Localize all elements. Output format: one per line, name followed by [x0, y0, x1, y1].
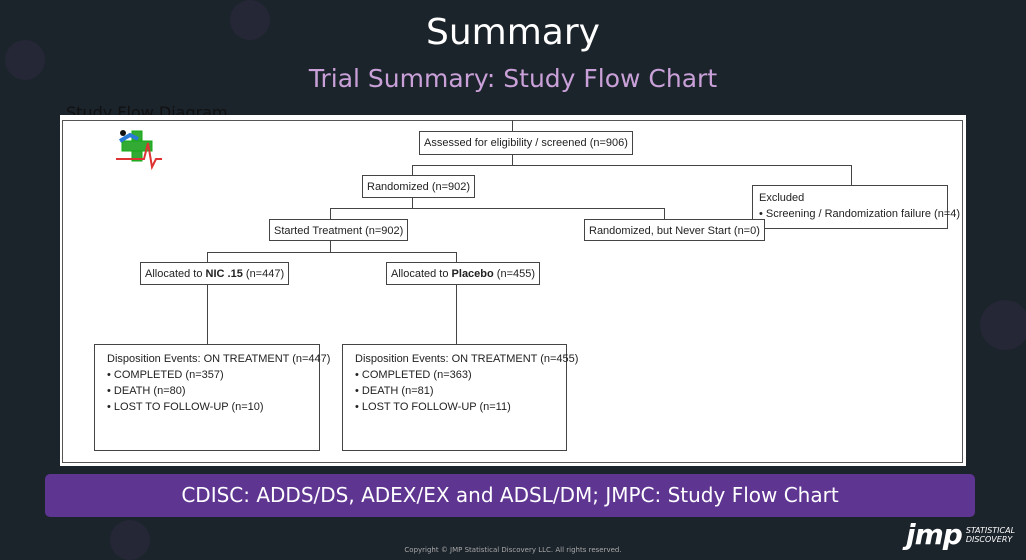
slide-title: Summary [426, 12, 600, 53]
disposition-item: • COMPLETED (n=357) [107, 369, 224, 381]
connector [456, 252, 457, 262]
assessed-box: Assessed for eligibility / screened (n=9… [419, 131, 633, 155]
bg-dot [110, 520, 150, 560]
connector [207, 252, 456, 253]
disposition-title: Disposition Events: ON TREATMENT (n=455) [355, 353, 579, 365]
excluded-title: Excluded [759, 192, 805, 204]
diagram-heading: Study Flow Diagram [66, 103, 228, 115]
logo-sub: STATISTICAL [965, 525, 1016, 535]
connector [330, 208, 331, 219]
jmp-logo: jmp STATISTICAL DISCOVERY [906, 518, 1015, 551]
disposition-nic-box: Disposition Events: ON TREATMENT (n=447)… [94, 344, 331, 451]
allocated-placebo-box: Allocated to Placebo (n=455) [386, 262, 541, 285]
bg-dot [5, 40, 45, 80]
disposition-title: Disposition Events: ON TREATMENT (n=447) [107, 353, 331, 365]
disposition-item: • LOST TO FOLLOW-UP (n=10) [107, 401, 264, 413]
started-treatment-box: Started Treatment (n=902) [269, 219, 409, 241]
disposition-placebo-box: Disposition Events: ON TREATMENT (n=455)… [342, 344, 579, 451]
arm-count: (n=455) [493, 268, 536, 280]
allocated-prefix: Allocated to [145, 268, 206, 280]
copyright: Copyright © JMP Statistical Discovery LL… [404, 546, 622, 554]
connector [207, 285, 208, 344]
disposition-item: • COMPLETED (n=363) [355, 369, 472, 381]
connector [412, 165, 413, 175]
connector [412, 198, 413, 208]
disposition-item: • DEATH (n=81) [355, 385, 434, 397]
arm-count: (n=447) [242, 268, 285, 280]
cdisc-banner: CDISC: ADDS/DS, ADEX/EX and ADSL/DM; JMP… [45, 474, 975, 517]
logo-text: jmp [906, 518, 963, 551]
arm-name: NIC .15 [205, 268, 243, 280]
medical-logo-icon [116, 130, 162, 171]
arm-name: Placebo [451, 268, 494, 280]
excluded-box: Excluded • Screening / Randomization fai… [752, 185, 961, 229]
connector [456, 285, 457, 344]
never-start-box: Randomized, but Never Start (n=0) [584, 219, 765, 241]
connector [851, 165, 852, 185]
allocated-prefix: Allocated to [391, 268, 452, 280]
connector [330, 241, 331, 252]
randomized-box: Randomized (n=902) [362, 175, 476, 198]
logo-sub: DISCOVERY [965, 534, 1013, 544]
connector [207, 252, 208, 262]
excluded-item: • Screening / Randomization failure (n=4… [759, 208, 961, 220]
disposition-item: • DEATH (n=80) [107, 385, 186, 397]
connector [330, 208, 664, 209]
disposition-item: • LOST TO FOLLOW-UP (n=11) [355, 401, 511, 413]
connector [664, 208, 665, 219]
bg-dot [230, 0, 270, 40]
slide-subtitle: Trial Summary: Study Flow Chart [308, 64, 718, 93]
connector [412, 165, 851, 166]
connector [512, 120, 513, 131]
connector [512, 155, 513, 165]
allocated-nic-box: Allocated to NIC .15 (n=447) [140, 262, 290, 285]
bg-dot [980, 300, 1026, 350]
flow-diagram-panel: Assessed for eligibility / screened (n=9… [60, 115, 966, 466]
